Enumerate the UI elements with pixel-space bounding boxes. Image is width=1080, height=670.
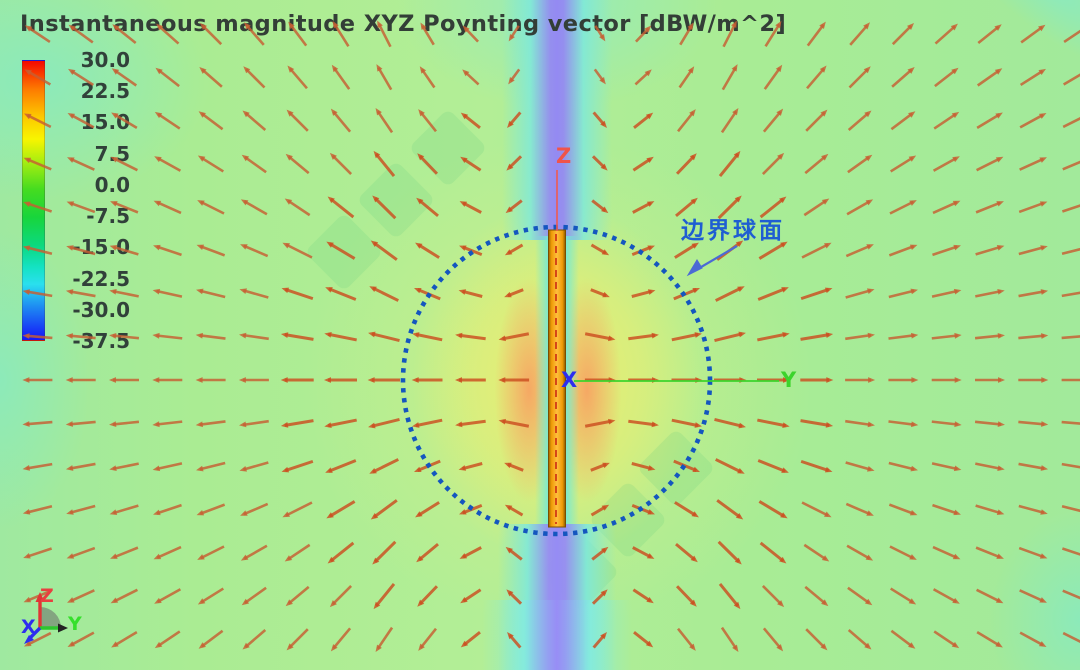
colorbar-tick-labels: 30.0 22.5 15.0 7.5 0.0 -7.5 -15.0 -22.5 -30.0 -37… <box>0 0 130 360</box>
z-axis-label: Z <box>556 144 572 168</box>
boundary-sphere-annotation: 边界球面 <box>681 218 785 244</box>
colorbar-tick: 15.0 <box>80 110 130 135</box>
y-axis-label: Y <box>781 368 797 392</box>
null-stripe-bottom-flare <box>482 600 632 670</box>
colorbar-tick: -15.0 <box>72 235 130 260</box>
plot-title: Instantaneous magnitude XYZ Poynting vec… <box>20 11 787 37</box>
colorbar-tick: -22.5 <box>72 266 130 291</box>
colorbar-tick: -37.5 <box>72 328 130 353</box>
triad-x-label: X <box>21 616 36 638</box>
colorbar-tick: 0.0 <box>94 172 130 197</box>
colorbar-tick: 30.0 <box>80 48 130 72</box>
triad-z-label: Z <box>40 585 54 607</box>
orientation-triad <box>24 592 68 644</box>
colorbar-tick: 7.5 <box>94 141 130 166</box>
colorbar-gradient <box>22 60 45 341</box>
triad-y-label: Y <box>68 613 82 635</box>
annotation-arrow <box>686 245 738 277</box>
colorbar-tick: -7.5 <box>86 204 130 229</box>
x-axis-label: X <box>561 368 578 392</box>
poynting-arrows <box>22 20 1080 652</box>
colorbar-tick: -30.0 <box>72 297 130 322</box>
